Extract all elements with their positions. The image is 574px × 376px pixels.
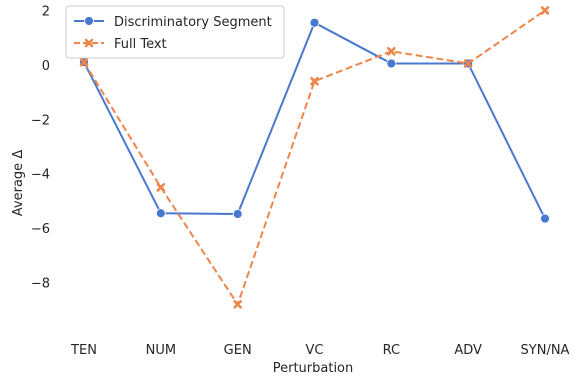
data-point	[79, 57, 89, 67]
data-point	[155, 208, 166, 219]
x-tick-label: GEN	[224, 343, 252, 358]
y-axis-label: Average Δ	[11, 150, 26, 217]
x-tick-label: SYN/NA	[521, 343, 570, 358]
data-point	[463, 59, 473, 68]
legend-marker-full-text	[84, 38, 94, 48]
x-tick-label: TEN	[70, 343, 97, 358]
data-point	[386, 58, 397, 69]
y-axis-ticks: 2 0 −2 −4 −6 −8	[31, 4, 50, 291]
x-tick-label: RC	[383, 343, 400, 358]
data-point	[540, 6, 550, 15]
data-point	[540, 213, 550, 224]
series-layer	[79, 6, 550, 309]
y-tick-label: −4	[31, 168, 50, 183]
legend-marker-discriminatory-segment	[84, 16, 94, 26]
data-point	[156, 183, 166, 192]
data-point	[310, 76, 319, 86]
legend-label-full-text: Full Text	[114, 37, 167, 52]
data-point	[387, 46, 396, 56]
data-point	[309, 17, 320, 28]
legend-box	[65, 5, 285, 59]
data-point	[232, 209, 243, 219]
legend: Discriminatory Segment Full Text	[65, 5, 285, 59]
series-full-text	[79, 6, 550, 309]
y-tick-label: −8	[31, 277, 50, 292]
x-tick-label: ADV	[454, 343, 482, 358]
legend-x-marker	[84, 38, 94, 48]
x-tick-label: NUM	[146, 343, 176, 358]
x-axis-ticks: TEN NUM GEN VC RC ADV SYN/NA	[70, 343, 570, 358]
y-tick-label: −6	[31, 222, 50, 237]
y-tick-label: 2	[42, 4, 50, 19]
y-tick-label: −2	[31, 113, 50, 128]
data-point	[233, 300, 242, 309]
y-tick-label: 0	[42, 59, 50, 74]
legend-label-discriminatory-segment: Discriminatory Segment	[114, 15, 272, 30]
x-axis-label: Perturbation	[273, 361, 354, 376]
x-tick-label: VC	[306, 343, 324, 358]
